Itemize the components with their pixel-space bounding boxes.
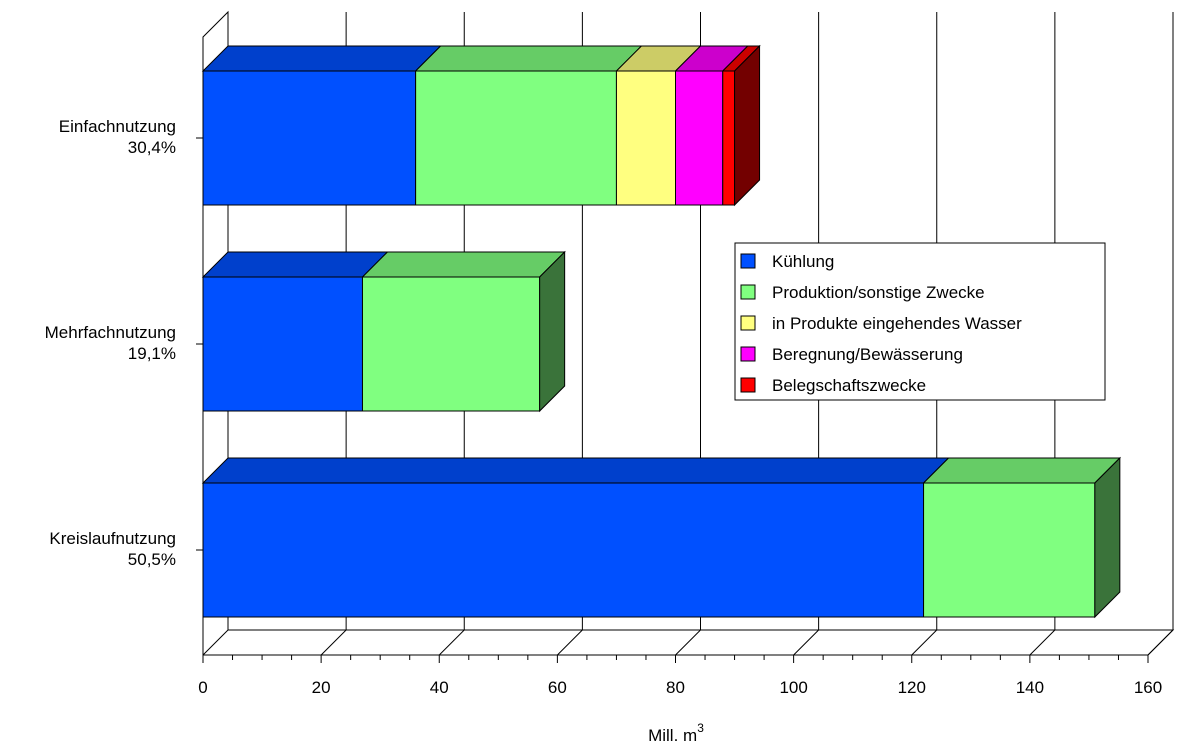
bar-top bbox=[361, 251, 566, 278]
legend: Kühlung Produktion/sonstige Zwecke in Prod… bbox=[734, 242, 1106, 401]
category-share-label: 50,5% bbox=[128, 550, 176, 569]
legend-label: Beregnung/Bewässerung bbox=[772, 345, 963, 364]
floor-gridline bbox=[675, 629, 701, 656]
x-tick-label: 160 bbox=[1134, 678, 1162, 697]
x-axis-label-superscript: 3 bbox=[697, 721, 704, 735]
floor-gridline bbox=[557, 629, 583, 656]
legend-swatch bbox=[740, 315, 756, 331]
bar-top bbox=[414, 45, 643, 72]
bar-segment bbox=[361, 276, 541, 412]
bar-segment bbox=[202, 70, 417, 206]
bar-top bbox=[201, 45, 442, 72]
floor-back-edge bbox=[228, 629, 1175, 656]
floor-gridline bbox=[202, 629, 229, 656]
x-tick-label: 20 bbox=[312, 678, 331, 697]
x-tick-label: 80 bbox=[666, 678, 685, 697]
bar-segment bbox=[675, 70, 724, 206]
x-axis: 0 20 40 60 80 100 120 140 160 bbox=[198, 654, 1162, 697]
category-label: Einfachnutzung bbox=[59, 117, 176, 136]
legend-swatch bbox=[740, 346, 756, 362]
bar-segment bbox=[415, 70, 617, 206]
floor-gridline bbox=[911, 629, 938, 656]
category-share-label: 19,1% bbox=[128, 344, 176, 363]
legend-label: Belegschaftszwecke bbox=[772, 376, 926, 395]
bars bbox=[201, 44, 1122, 619]
bar-segment bbox=[202, 276, 363, 412]
floor-gridline bbox=[1029, 629, 1056, 656]
legend-label: Kühlung bbox=[772, 252, 834, 271]
x-tick-label: 40 bbox=[430, 678, 449, 697]
bar-segment bbox=[202, 482, 925, 618]
bar-segment bbox=[923, 482, 1096, 618]
bar-segment bbox=[615, 70, 676, 206]
legend-swatch bbox=[740, 377, 756, 393]
floor-gridline bbox=[438, 629, 465, 656]
x-tick-label: 100 bbox=[779, 678, 807, 697]
floor-gridline bbox=[320, 629, 347, 656]
x-tick-label: 60 bbox=[548, 678, 567, 697]
x-axis-label-text: Mill. m bbox=[648, 726, 697, 745]
x-tick-label: 120 bbox=[898, 678, 926, 697]
legend-label: in Produkte eingehendes Wasser bbox=[772, 314, 1022, 333]
category-share-label: 30,4% bbox=[128, 138, 176, 157]
bar-top bbox=[922, 457, 1122, 484]
bar-side bbox=[539, 250, 566, 413]
bar-side bbox=[1094, 456, 1121, 619]
category-labels: Einfachnutzung 30,4% Mehrfachnutzung 19,1% K… bbox=[45, 117, 203, 569]
floor-gridline bbox=[793, 629, 819, 656]
category-label: Mehrfachnutzung bbox=[45, 323, 176, 342]
category-label: Kreislaufnutzung bbox=[49, 529, 176, 548]
bar-top bbox=[201, 251, 389, 278]
bar-side bbox=[734, 44, 761, 207]
legend-box bbox=[734, 242, 1106, 401]
x-tick-label: 140 bbox=[1016, 678, 1044, 697]
legend-label: Produktion/sonstige Zwecke bbox=[772, 283, 985, 302]
legend-swatch bbox=[740, 284, 756, 300]
x-tick-label: 0 bbox=[198, 678, 207, 697]
bar-segment bbox=[722, 70, 736, 206]
legend-swatch bbox=[740, 253, 756, 269]
x-axis-label: Mill. m3 bbox=[648, 721, 704, 745]
bar-top bbox=[201, 457, 950, 484]
